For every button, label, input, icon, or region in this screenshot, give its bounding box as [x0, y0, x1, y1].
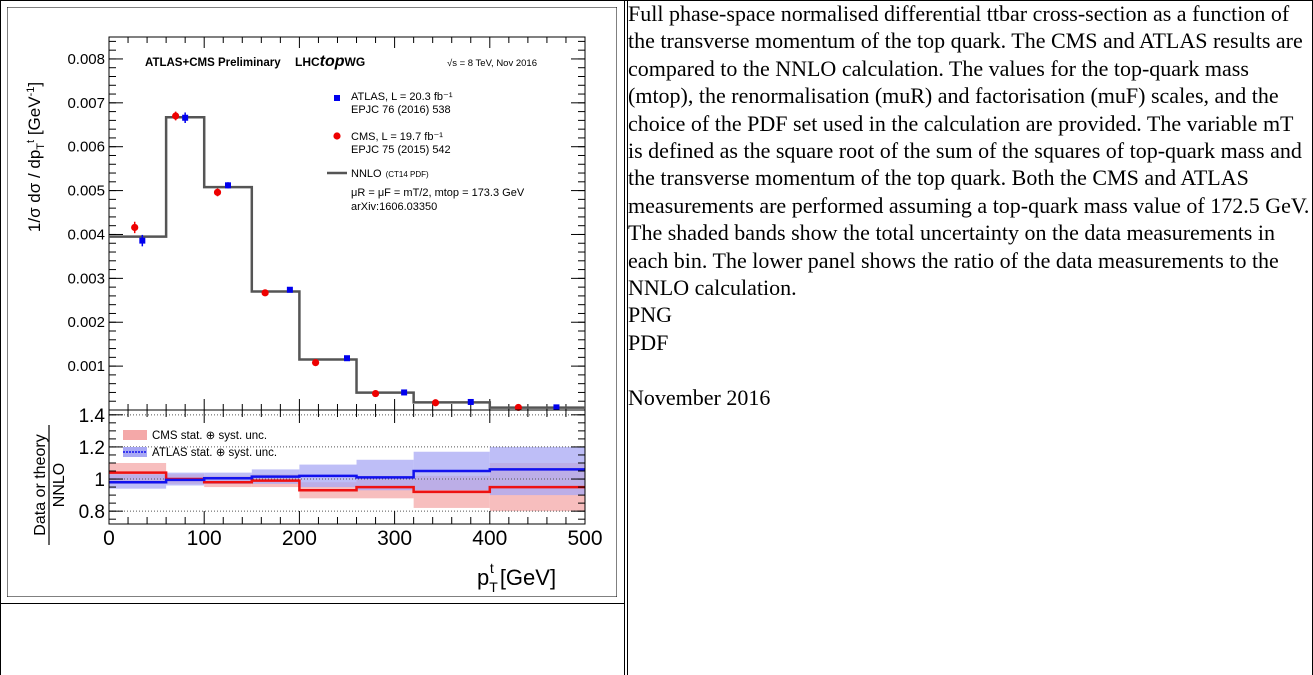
lower-y-axis-title: Data or theory NNLO [32, 425, 68, 545]
png-link[interactable]: PNG [628, 302, 673, 328]
description-cell: Full phase-space normalised differential… [628, 0, 1310, 412]
y-axis-title: 1/σ dσ / dpTt [GeV-1] [25, 82, 47, 232]
header-top: top [320, 53, 345, 70]
legend-cms-line2: EPJC 75 (2015) 542 [351, 144, 451, 156]
table-border-mid-vertical [624, 0, 625, 675]
cms-point [311, 359, 320, 367]
pdf-link[interactable]: PDF [628, 329, 669, 355]
legend-cms-band-label: CMS stat. ⊕ syst. unc. [152, 430, 267, 442]
table-border-left [0, 0, 1, 675]
legend-nnlo-line2: μR = μF = mT/2, mtop = 173.3 GeV [351, 187, 525, 199]
table-border-mid-vertical-2 [627, 0, 628, 675]
legend-atlas-band-label: ATLAS stat. ⊕ syst. unc. [152, 447, 277, 459]
lower-y-axis-title-den: NNLO [51, 463, 68, 507]
table-border-top [0, 0, 1313, 1]
lower-y-axis-title-num: Data or theory [32, 434, 49, 535]
y-tick-label: 0.004 [67, 226, 105, 243]
atlas-band [356, 459, 414, 491]
header-energy: √s = 8 TeV, Nov 2016 [447, 58, 537, 69]
cms-point [261, 289, 269, 297]
lower-panel: 0.8 1 1.2 1.4 0 100 200 300 400 500 [79, 406, 603, 550]
legend-nnlo-line1: NNLO (CT14 PDF) [351, 168, 429, 180]
y-tick-label: 0.006 [67, 139, 105, 156]
y-tick-label: 0.007 [67, 95, 105, 112]
cms-point [213, 188, 222, 196]
x-tick-label: 500 [567, 527, 602, 550]
atlas-point [467, 398, 474, 405]
cms-point [172, 112, 180, 120]
x-axis-title: pTt [GeV] [477, 560, 556, 595]
caption-text: Full phase-space normalised differential… [628, 1, 1310, 301]
y-tick-label: 0.003 [67, 270, 105, 287]
y-tick-label: 0.005 [67, 183, 105, 200]
header-lhc: LHCtopWG [295, 53, 365, 70]
y-tick-label: 0.008 [67, 51, 105, 68]
legend-atlas-line1: ATLAS, L = 20.3 fb⁻¹ [351, 91, 453, 103]
cms-point [514, 403, 522, 412]
lower-y-tick-label: 1 [94, 470, 105, 491]
cms-point [431, 399, 440, 407]
atlas-ratio-line [109, 468, 585, 484]
cms-point [131, 223, 139, 232]
y-tick-label: 0.002 [67, 314, 105, 331]
atlas-point [553, 404, 560, 411]
cms-point [371, 389, 380, 398]
x-tick-label: 200 [282, 527, 317, 550]
x-tick-label: 0 [103, 527, 115, 550]
header-prelim: ATLAS+CMS Preliminary [145, 57, 281, 69]
chart: 0.001 0.002 0.003 0.004 0.005 0.006 0.007 0.008… [7, 7, 617, 597]
atlas-point [344, 355, 350, 362]
y-tick-label: 0.001 [67, 358, 105, 375]
atlas-point [286, 286, 293, 293]
atlas-point [182, 114, 189, 121]
legend-cms-marker [333, 132, 341, 140]
x-tick-label: 100 [187, 527, 222, 550]
atlas-point [139, 237, 146, 244]
x-tick-label: 400 [472, 527, 507, 550]
lower-frame [108, 409, 586, 525]
legend-nnlo-line3: arXiv:1606.03350 [351, 201, 437, 213]
lower-y-tick-label: 1.4 [79, 406, 106, 427]
x-tick-label: 300 [377, 527, 412, 550]
lower-y-tick-label: 1.2 [79, 438, 105, 459]
figure-cell-bottom-border [0, 603, 625, 604]
legend-cms-band [123, 430, 147, 440]
atlas-point [225, 182, 231, 189]
lower-y-tick-label: 0.8 [79, 502, 105, 523]
legend-atlas-marker [334, 95, 340, 101]
legend-atlas-line2: EPJC 76 (2016) 538 [351, 104, 451, 116]
date-text: November 2016 [628, 385, 771, 411]
legend-cms-line1: CMS, L = 19.7 fb⁻¹ [351, 131, 443, 143]
atlas-point [401, 389, 408, 396]
